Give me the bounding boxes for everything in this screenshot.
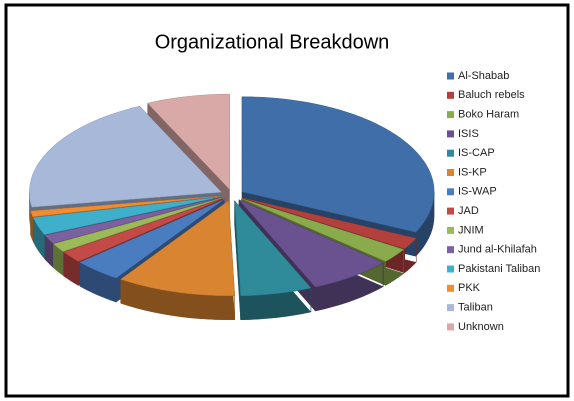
legend-label: JAD [458, 205, 479, 217]
legend-label: IS-WAP [458, 186, 497, 198]
legend-swatch [447, 72, 454, 80]
legend-swatch [447, 323, 454, 331]
legend-swatch [447, 304, 454, 312]
legend-swatch [447, 246, 454, 254]
slice-tops [29, 93, 435, 297]
slice [79, 199, 225, 279]
legend-swatch [447, 284, 454, 292]
legend-swatch [447, 130, 454, 138]
slice [52, 197, 222, 252]
slice [241, 198, 405, 262]
legend-label: Boko Haram [458, 109, 519, 121]
chart-title: Organizational Breakdown [155, 31, 390, 53]
slice [242, 197, 417, 250]
legend-swatch [447, 149, 454, 157]
legend-label: Pakistani Taliban [458, 263, 540, 275]
slice [241, 96, 435, 233]
legend-label: PKK [458, 282, 481, 294]
legend-swatch [447, 265, 454, 273]
legend-label: Taliban [458, 302, 493, 314]
legend-label: IS-KP [458, 166, 487, 178]
legend-label: Jund al-Khilafah [458, 244, 537, 256]
legend-swatch [447, 207, 454, 215]
slice [32, 196, 221, 235]
legend-label: ISIS [458, 128, 479, 140]
legend-swatch [447, 91, 454, 99]
slice [44, 197, 222, 244]
legend-label: IS-CAP [458, 147, 495, 159]
slice [238, 199, 384, 288]
legend-swatch [447, 226, 454, 234]
slice [29, 105, 222, 208]
slice [147, 93, 230, 190]
slice [234, 200, 312, 297]
slice [63, 198, 223, 262]
legend-swatch [447, 169, 454, 176]
legend-label: Al-Shabab [458, 70, 509, 82]
slice [30, 195, 221, 218]
legend-swatch [447, 111, 454, 119]
slice [120, 200, 235, 296]
legend-swatch [447, 188, 454, 196]
legend-label: Unknown [458, 321, 504, 333]
legend-label: Baluch rebels [458, 89, 525, 101]
legend-label: JNIM [458, 224, 484, 236]
